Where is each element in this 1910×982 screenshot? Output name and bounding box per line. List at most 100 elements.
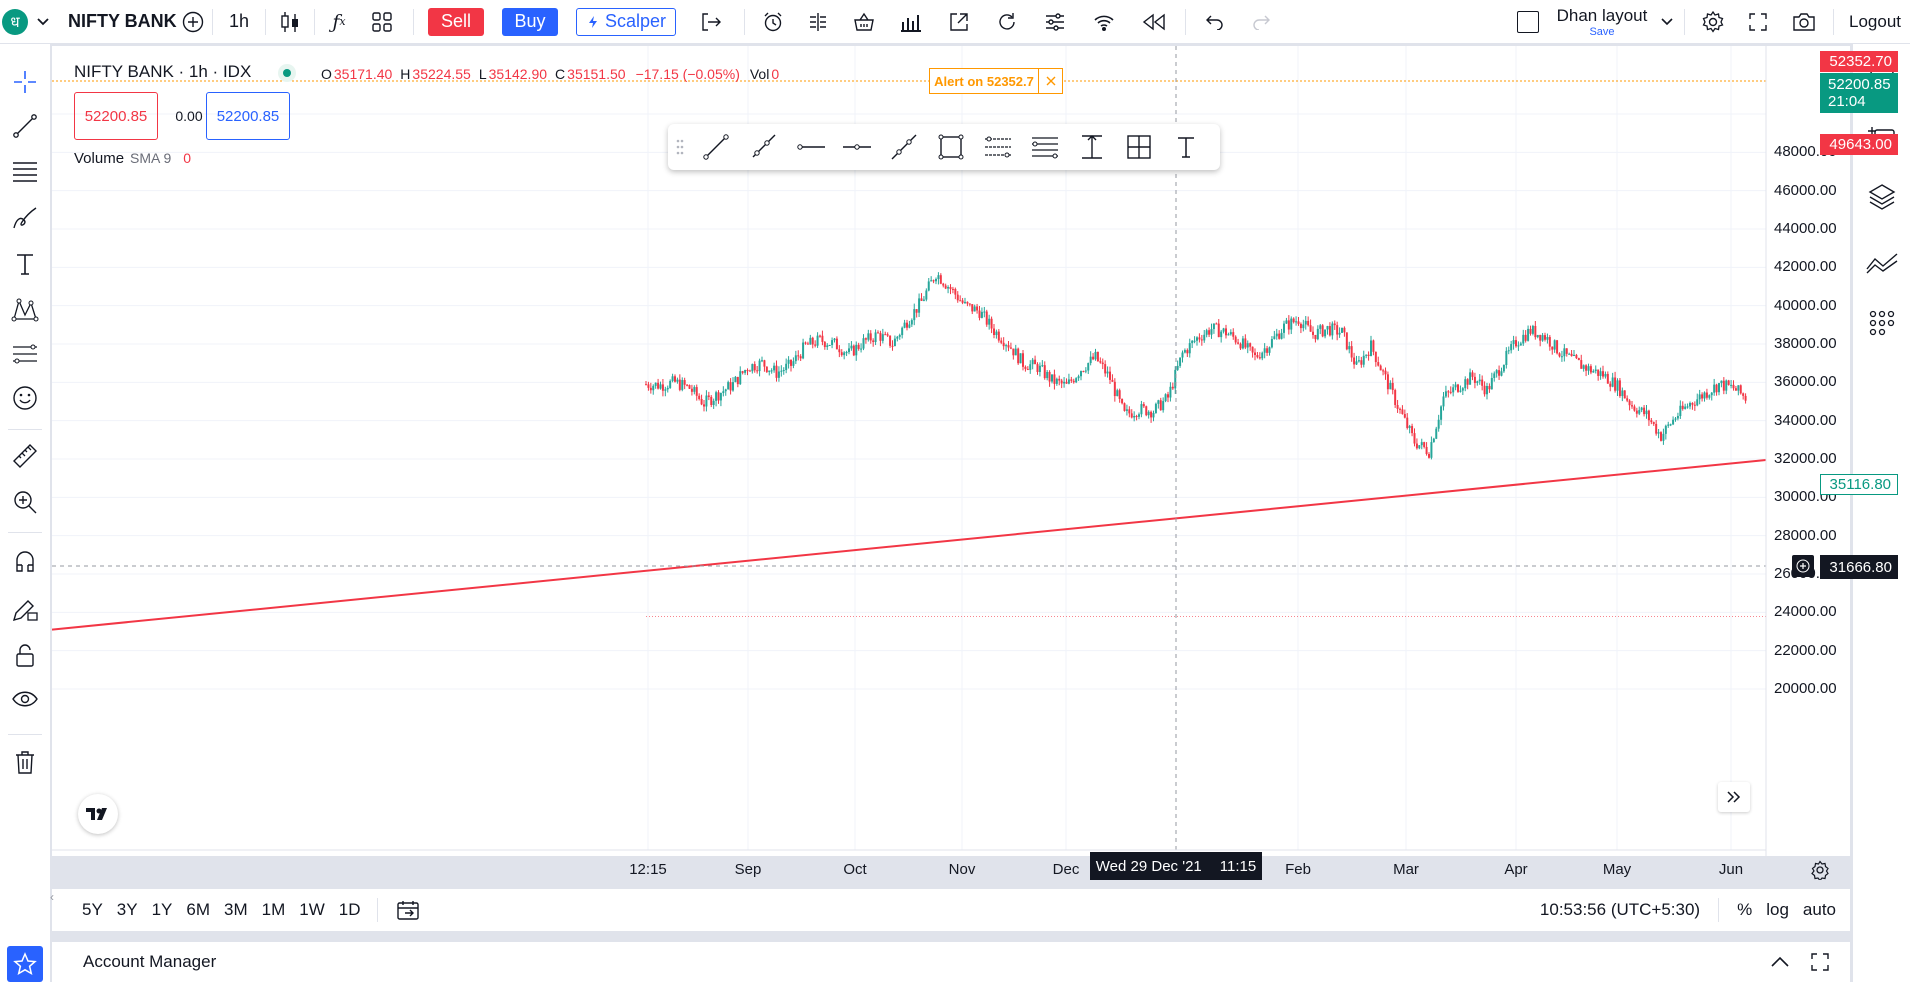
layers-icon[interactable] [1853,174,1910,220]
layout-name-button[interactable]: Dhan layout Save [1548,0,1656,44]
refresh-icon[interactable] [983,0,1031,44]
brush-icon[interactable] [0,198,50,238]
rectangle-icon[interactable] [927,124,974,170]
symbol-title[interactable]: NIFTY BANK · 1h · IDX [74,62,252,81]
chevron-up-icon[interactable] [1760,956,1800,968]
exit-icon[interactable] [684,0,738,44]
log-toggle[interactable]: log [1766,900,1789,919]
gear-icon[interactable] [1691,0,1735,44]
zoom-in-icon[interactable] [0,482,50,522]
camera-icon[interactable] [1781,0,1827,44]
sell-price-button[interactable]: 52200.85 [74,92,158,140]
range-button-3m[interactable]: 3M [224,900,248,919]
alert-tag[interactable]: Alert on 52352.7 [929,68,1063,94]
range-button-1y[interactable]: 1Y [151,900,173,919]
star-icon[interactable] [0,942,50,982]
ideas-icon[interactable] [1853,240,1910,286]
interval-button[interactable]: 1h [228,11,250,31]
settings-sliders-icon[interactable] [1031,0,1079,44]
emoji-icon[interactable] [0,378,50,418]
trend-line[interactable] [52,458,1767,631]
candle-body [688,385,691,389]
account-manager-panel[interactable]: Account Manager [52,942,1850,982]
price-chart[interactable] [52,46,1850,856]
symbol-search[interactable]: NIFTY BANK [68,11,177,31]
range-button-1w[interactable]: 1W [299,900,325,919]
pencil-lock-icon[interactable] [0,590,50,630]
trend-line-icon[interactable] [0,106,50,146]
horizontal-ray-icon[interactable] [786,124,833,170]
alarm-clock-icon[interactable] [751,0,795,44]
redo-icon[interactable] [1238,0,1284,44]
horizontal-line-icon[interactable] [833,124,880,170]
market-status-icon[interactable] [278,64,296,82]
external-link-icon[interactable] [935,0,983,44]
eye-icon[interactable] [0,680,50,720]
collapse-chevron-icon[interactable]: ‹ [50,890,54,904]
axis-settings-icon[interactable] [1808,858,1832,882]
candle-body [1007,345,1010,348]
spread-value: 0.00 [175,108,203,124]
buy-price-button[interactable]: 52200.85 [206,92,290,140]
text-tool-icon[interactable] [1162,124,1209,170]
candle-body [835,338,838,350]
drag-handle-icon[interactable] [668,124,692,170]
buy-button[interactable]: Buy [502,7,558,36]
trend-line-icon[interactable] [692,124,739,170]
fib-channel-icon[interactable] [1021,124,1068,170]
dots-grid-icon[interactable] [1853,300,1910,346]
magnet-icon[interactable] [0,544,50,584]
logout-button[interactable]: Logout [1849,11,1901,31]
crosshair-icon[interactable] [0,62,50,102]
lock-icon[interactable] [0,636,50,676]
pattern-icon[interactable] [0,290,50,330]
layout-checkbox[interactable] [1508,0,1548,44]
range-button-6m[interactable]: 6M [186,900,211,919]
scroll-to-realtime-icon[interactable] [1718,782,1750,812]
tradingview-logo-icon[interactable] [78,794,118,834]
chart-pane[interactable]: NIFTY BANK · 1h · IDX O 35171.40 H 35224.5… [52,46,1898,880]
ray-icon[interactable] [739,124,786,170]
add-alert-icon[interactable] [1792,555,1814,577]
prediction-icon[interactable] [0,334,50,374]
range-button-1m[interactable]: 1M [261,900,286,919]
replay-bars-icon[interactable] [795,0,841,44]
range-button-3y[interactable]: 3Y [116,900,138,919]
candle-body [1730,384,1733,386]
chevron-down-icon[interactable] [30,0,56,44]
volume-legend[interactable]: Volume SMA 9 0 [74,150,191,167]
candle-body [739,371,742,385]
lightning-icon [588,15,597,28]
range-button-1d[interactable]: 1D [338,900,361,919]
price-range-icon[interactable] [1068,124,1115,170]
bar-chart-icon[interactable] [887,0,935,44]
fib-retracement-icon[interactable] [0,152,50,192]
percent-toggle[interactable]: % [1737,900,1753,919]
close-icon[interactable] [1038,69,1062,93]
rewind-icon[interactable] [1129,0,1179,44]
maximize-icon[interactable] [1800,952,1840,972]
auto-toggle[interactable]: auto [1802,900,1836,919]
date-price-range-icon[interactable] [1115,124,1162,170]
range-button-5y[interactable]: 5Y [82,900,103,919]
clock[interactable]: 10:53:56 (UTC+5:30) [1539,900,1701,919]
ruler-icon[interactable] [0,436,50,476]
goto-date-icon[interactable] [396,895,420,925]
basket-icon[interactable] [841,0,887,44]
extended-line-icon[interactable] [880,124,927,170]
sell-button[interactable]: Sell [428,7,484,36]
parallel-channel-icon[interactable] [974,124,1021,170]
candle-body [649,387,652,391]
chevron-down-icon[interactable] [1656,0,1678,44]
brand-logo[interactable]: ध [0,0,30,44]
scalper-button[interactable]: Scalper [576,7,676,36]
undo-icon[interactable] [1192,0,1238,44]
compare-add-icon[interactable] [180,0,206,44]
fullscreen-icon[interactable] [1735,0,1781,44]
templates-icon[interactable] [357,0,407,44]
trash-icon[interactable] [0,742,50,782]
candles-icon[interactable] [272,0,308,44]
text-tool-icon[interactable] [0,244,50,284]
broadcast-icon[interactable] [1079,0,1129,44]
